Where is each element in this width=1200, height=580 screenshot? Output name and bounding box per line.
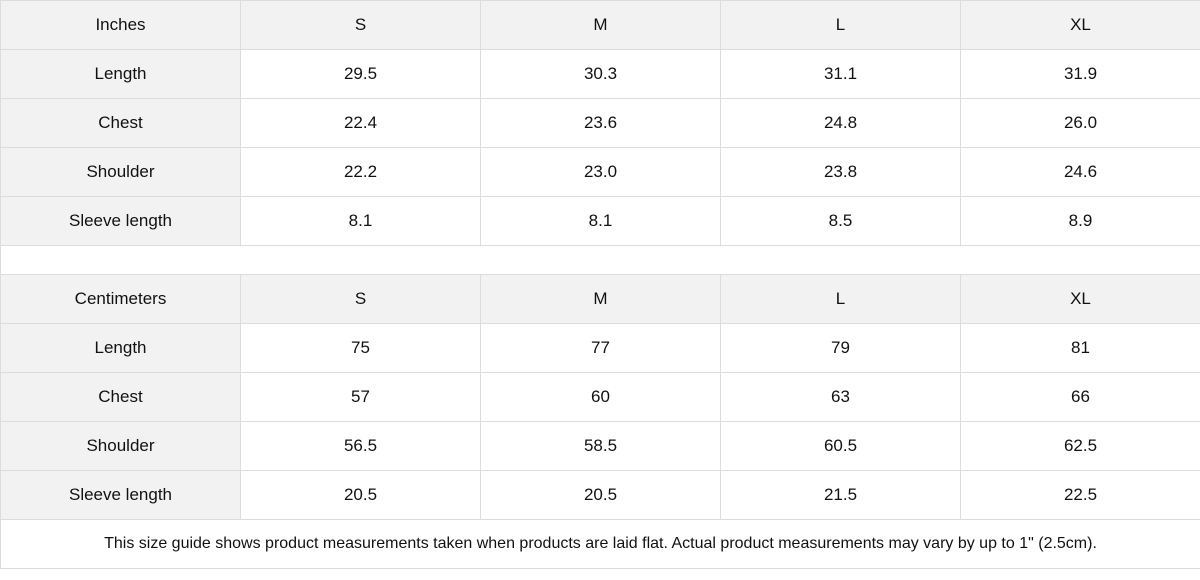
measurement-cell: 57 <box>240 372 481 422</box>
measurement-cell: 20.5 <box>240 470 481 520</box>
row-label: Shoulder <box>0 147 241 197</box>
measurement-cell: 8.1 <box>240 196 481 246</box>
measurement-cell: 23.8 <box>720 147 961 197</box>
measurement-cell: 29.5 <box>240 49 481 99</box>
measurement-cell: 63 <box>720 372 961 422</box>
measurement-cell: 24.8 <box>720 98 961 148</box>
row-label: Sleeve length <box>0 470 241 520</box>
measurement-cell: 66 <box>960 372 1200 422</box>
measurement-cell: 22.5 <box>960 470 1200 520</box>
measurement-cell: 77 <box>480 323 721 373</box>
row-label: Length <box>0 49 241 99</box>
size-header: XL <box>960 274 1200 324</box>
measurement-cell: 8.9 <box>960 196 1200 246</box>
table-row: Shoulder 22.2 23.0 23.8 24.6 <box>0 147 1200 197</box>
measurement-cell: 60 <box>480 372 721 422</box>
table-row: Chest 57 60 63 66 <box>0 372 1200 422</box>
row-label: Chest <box>0 98 241 148</box>
measurement-cell: 60.5 <box>720 421 961 471</box>
size-header: M <box>480 274 721 324</box>
size-header: S <box>240 274 481 324</box>
measurement-cell: 23.0 <box>480 147 721 197</box>
measurement-cell: 62.5 <box>960 421 1200 471</box>
measurement-cell: 30.3 <box>480 49 721 99</box>
measurement-cell: 22.4 <box>240 98 481 148</box>
measurement-cell: 8.5 <box>720 196 961 246</box>
table-row: Sleeve length 8.1 8.1 8.5 8.9 <box>0 196 1200 246</box>
unit-header: Centimeters <box>0 274 241 324</box>
measurement-cell: 21.5 <box>720 470 961 520</box>
size-header: L <box>720 0 961 50</box>
table-row: Shoulder 56.5 58.5 60.5 62.5 <box>0 421 1200 471</box>
measurement-cell: 8.1 <box>480 196 721 246</box>
row-label: Sleeve length <box>0 196 241 246</box>
row-label: Chest <box>0 372 241 422</box>
row-label: Shoulder <box>0 421 241 471</box>
measurement-cell: 24.6 <box>960 147 1200 197</box>
measurement-cell: 23.6 <box>480 98 721 148</box>
size-header: XL <box>960 0 1200 50</box>
measurement-cell: 81 <box>960 323 1200 373</box>
measurement-cell: 26.0 <box>960 98 1200 148</box>
measurement-cell: 56.5 <box>240 421 481 471</box>
table-row: Chest 22.4 23.6 24.8 26.0 <box>0 98 1200 148</box>
table-row: Sleeve length 20.5 20.5 21.5 22.5 <box>0 470 1200 520</box>
table-spacer <box>0 245 1200 275</box>
measurement-cell: 79 <box>720 323 961 373</box>
size-guide-note: This size guide shows product measuremen… <box>0 519 1200 569</box>
header-row: Inches S M L XL <box>0 0 1200 50</box>
measurement-cell: 75 <box>240 323 481 373</box>
measurement-cell: 58.5 <box>480 421 721 471</box>
unit-header: Inches <box>0 0 241 50</box>
spacer-cell <box>0 245 1200 275</box>
measurement-cell: 20.5 <box>480 470 721 520</box>
table-row: Length 29.5 30.3 31.1 31.9 <box>0 49 1200 99</box>
size-header: M <box>480 0 721 50</box>
row-label: Length <box>0 323 241 373</box>
note-row: This size guide shows product measuremen… <box>0 519 1200 569</box>
table-row: Length 75 77 79 81 <box>0 323 1200 373</box>
size-header: L <box>720 274 961 324</box>
size-header: S <box>240 0 481 50</box>
measurement-cell: 31.1 <box>720 49 961 99</box>
measurement-cell: 31.9 <box>960 49 1200 99</box>
header-row: Centimeters S M L XL <box>0 274 1200 324</box>
measurement-cell: 22.2 <box>240 147 481 197</box>
